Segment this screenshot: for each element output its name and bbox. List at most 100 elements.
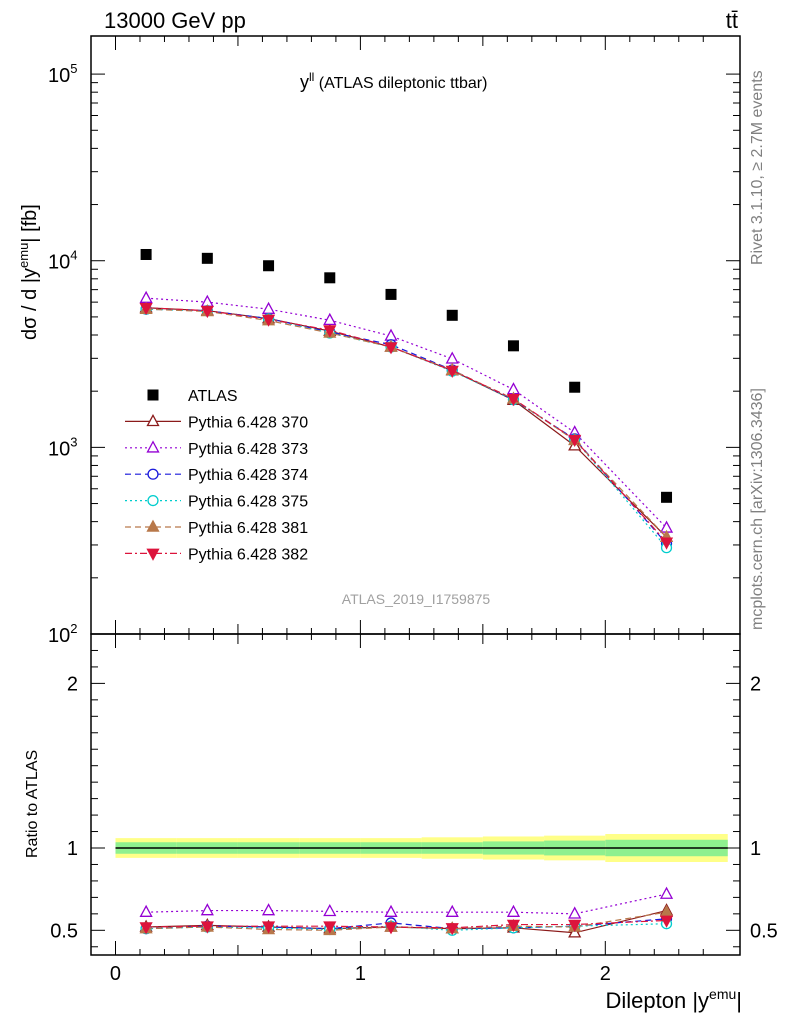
y-tick-label: 105: [48, 61, 77, 87]
y-tick-label-exp: 3: [70, 434, 77, 449]
y-tick-label-base: 10: [48, 252, 70, 274]
top-ylabel-post: | [fb]: [19, 204, 41, 243]
ratio-y-tick-label: 1: [67, 838, 78, 860]
ratio-line: [146, 893, 667, 915]
data-point: [323, 325, 337, 338]
y-tick-label: 103: [48, 434, 77, 460]
plot-title-main: y: [300, 72, 309, 92]
legend-label: Pythia 6.428 370: [188, 414, 308, 431]
data-point: [139, 302, 153, 316]
ratio-point: [200, 921, 214, 934]
legend-marker: [146, 519, 160, 532]
ratio-y-tick-label: 2: [67, 673, 78, 695]
legend-marker: [147, 494, 159, 507]
mcplots-label: mcplots.cern.ch [arXiv:1306.3436]: [749, 388, 766, 630]
ratio-point: [323, 921, 337, 934]
data-point: [385, 288, 397, 300]
y-tick-label-exp: 4: [70, 248, 77, 263]
y-tick-label: 104: [48, 248, 77, 274]
legend-label: ATLAS: [188, 388, 238, 405]
data-point: [506, 394, 521, 407]
data-point: [661, 491, 673, 503]
legend-marker: [147, 468, 159, 480]
data-point: [568, 434, 582, 448]
ratio-point: [659, 886, 674, 899]
ratio-point: [384, 904, 398, 917]
data-point: [324, 272, 336, 284]
ratio-point: [261, 921, 276, 934]
x-tick-label: 0: [110, 963, 121, 985]
data-point: [445, 351, 459, 364]
data-point: [446, 309, 458, 321]
data-point: [140, 248, 152, 260]
data-point: [659, 537, 674, 550]
legend-label: Pythia 6.428 375: [188, 494, 308, 511]
plot-title-sup: ll: [309, 70, 314, 84]
ratio-point: [445, 923, 459, 936]
ratio-point: [384, 922, 398, 935]
ratio-point: [445, 904, 459, 917]
legend: ATLAS Pythia 6.428 370 Pythia 6.428 373 Pyt…: [125, 388, 308, 563]
data-point: [261, 314, 276, 327]
ratio-point: [568, 906, 582, 919]
legend-marker: [146, 548, 160, 561]
rivet-label: Rivet 3.1.10, ≥ 2.7M events: [749, 70, 766, 265]
data-point: [200, 305, 214, 319]
plot-title-rest: (ATLAS dileptonic ttbar): [314, 75, 487, 92]
ratio-point: [506, 904, 521, 917]
ratio-point: [139, 922, 153, 935]
data-point: [445, 365, 459, 378]
data-point: [323, 312, 337, 325]
ratio-ylabel: Ratio to ATLAS: [24, 750, 41, 858]
ratio-point: [323, 903, 337, 917]
top-ylabel-sup: emu: [16, 243, 31, 268]
ratio-point: [261, 903, 276, 916]
series-line: [146, 307, 667, 543]
series-line: [146, 297, 667, 529]
data-point: [507, 340, 519, 352]
legend-label: Pythia 6.428 373: [188, 441, 308, 458]
x-tick-label: 1: [355, 963, 366, 985]
ratio-panel: 0 1 2 0.5 0.5 1 1 2 2: [50, 633, 778, 985]
ratio-point: [200, 903, 214, 916]
y-tick-label-base: 10: [48, 65, 70, 87]
top-frame: [90, 35, 741, 635]
energy-label: 13000 GeV pp: [104, 8, 246, 33]
data-point: [261, 301, 276, 314]
xlabel-sup: emu: [709, 986, 736, 1002]
xlabel-post: |: [736, 988, 742, 1013]
ratio-point: [568, 919, 582, 932]
legend-label: Pythia 6.428 382: [188, 546, 308, 563]
ratio-frame: [90, 633, 741, 956]
ratio-y-tick-label-right: 0.5: [750, 920, 778, 942]
data-point: [384, 342, 398, 355]
y-tick-label: 102: [48, 621, 77, 647]
ratio-y-tick-label: 0.5: [50, 920, 78, 942]
ratio-line: [146, 909, 667, 934]
ratio-point: [659, 915, 674, 928]
legend-marker: [147, 389, 159, 401]
legend-label: Pythia 6.428 381: [188, 520, 308, 537]
y-tick-label-exp: 2: [70, 621, 77, 636]
data-point: [384, 328, 398, 341]
data-point: [263, 260, 275, 272]
xlabel: Dilepton |yemu|: [606, 986, 743, 1013]
legend-label: Pythia 6.428 374: [188, 467, 308, 484]
process-label: tt̄: [726, 8, 738, 33]
y-tick-label-exp: 5: [70, 61, 77, 76]
ratio-y-tick-label-right: 2: [750, 673, 761, 695]
ratio-y-tick-label-right: 1: [750, 838, 761, 860]
y-tick-label-base: 10: [48, 625, 70, 647]
data-point: [569, 381, 581, 393]
x-tick-label: 2: [600, 963, 611, 985]
ratio-point: [139, 904, 153, 917]
xlabel-pre: Dilepton |y: [606, 988, 710, 1013]
ratio-point: [506, 919, 521, 932]
plot-title: yll (ATLAS dileptonic ttbar): [300, 70, 487, 92]
legend-marker: [146, 440, 160, 453]
legend-marker: [146, 413, 160, 427]
top-ylabel: dσ / d |yemu| [fb]: [16, 204, 41, 340]
analysis-tag: ATLAS_2019_I1759875: [342, 591, 491, 607]
data-point: [139, 290, 153, 303]
